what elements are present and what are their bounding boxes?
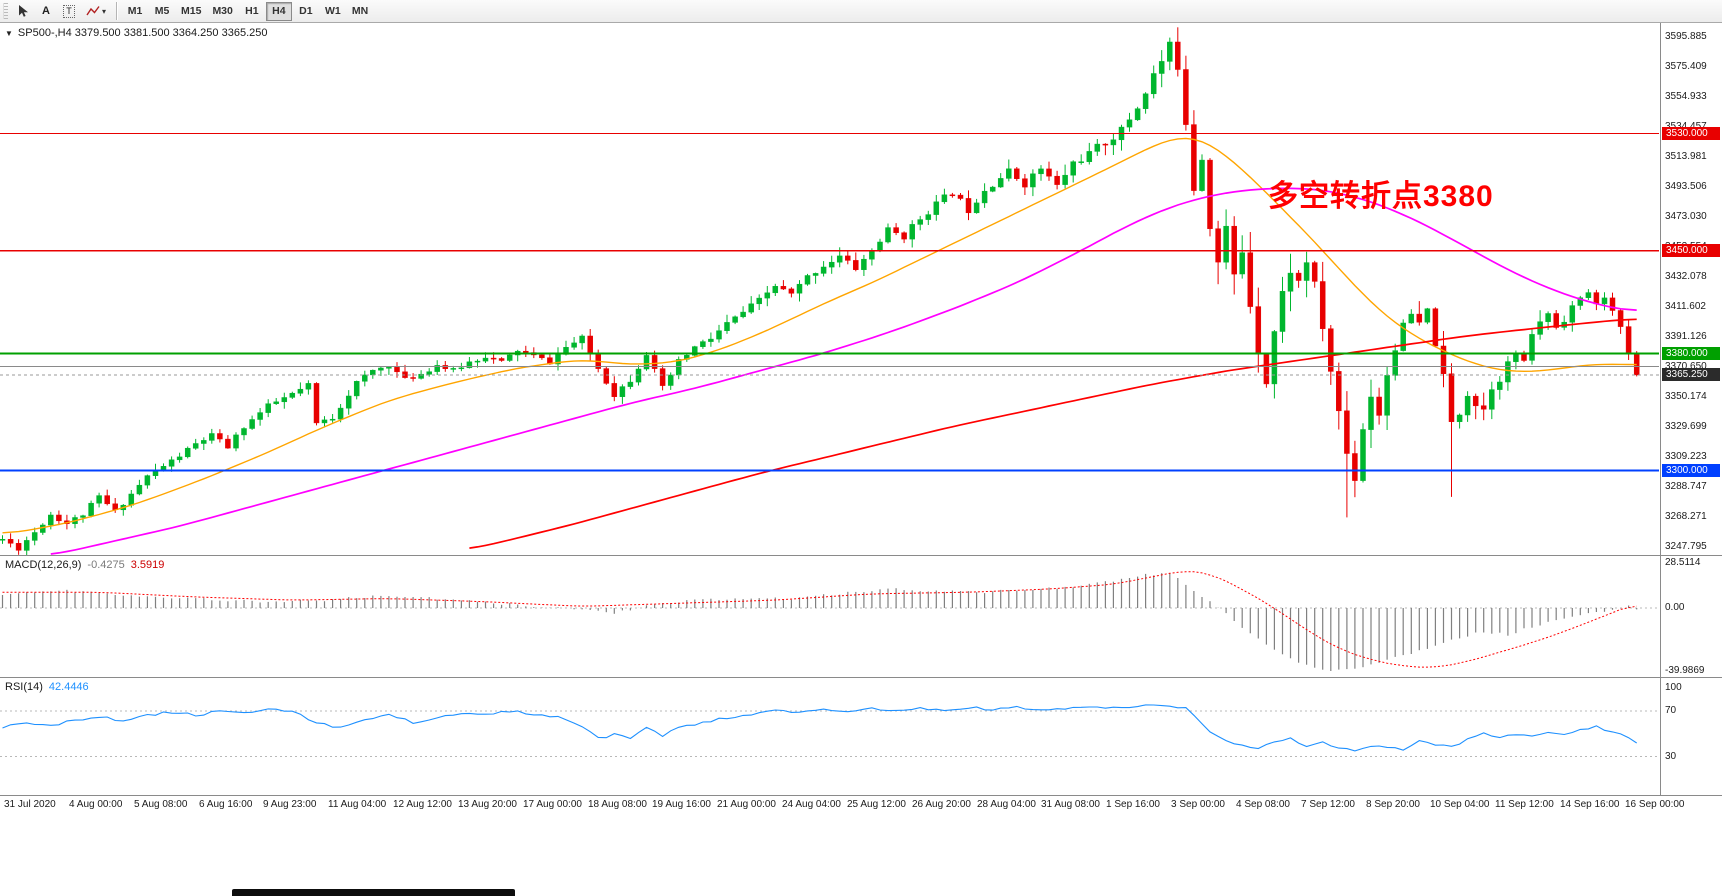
price-axis[interactable]: 3595.8853575.4093554.9333534.4573513.981… [1660,23,1722,555]
timeframe-w1-button[interactable]: W1 [320,2,346,21]
rsi-name: RSI(14) [5,681,43,693]
timeframe-mn-button[interactable]: MN [347,2,373,21]
rsi-plot[interactable] [0,678,1659,795]
text-box-tool-button[interactable]: T [58,1,80,21]
timeframe-m1-button[interactable]: M1 [122,2,148,21]
chart-annotation-text: 多空转折点3380 [1268,180,1494,213]
symbol-dropdown-icon[interactable]: ▼ [5,28,13,38]
main-chart-panel: ▼ SP500-,H4 3379.500 3381.500 3364.250 3… [0,23,1722,555]
macd-axis[interactable]: 28.5114 0.00 -39.9869 [1660,556,1722,677]
macd-panel: MACD(12,26,9) -0.4275 3.5919 28.5114 0.00 -3… [0,555,1722,677]
toolbar-grip[interactable] [3,3,8,19]
timeframe-h4-button[interactable]: H4 [265,1,292,21]
macd-plot[interactable] [0,556,1659,677]
bottom-area [0,815,1722,896]
timeframe-m30-button[interactable]: M30 [207,2,237,21]
rsi-panel: RSI(14) 42.4446 100 70 30 [0,677,1722,795]
rsi-axis[interactable]: 100 70 30 [1660,678,1722,795]
taskbar-fragment [232,889,515,896]
text-label-tool-button[interactable]: A [35,1,57,21]
chevron-down-icon: ▾ [101,6,106,16]
macd-label: MACD(12,26,9) -0.4275 3.5919 [5,559,164,571]
toolbar: A T ▾ M1 M5 M15 M30 H1 H4 D1 W1 MN [0,0,1722,23]
rsi-value: 42.4446 [48,681,89,693]
cursor-tool-button[interactable] [12,1,34,21]
cursor-icon [18,5,28,17]
letter-a-icon: A [42,5,50,17]
rsi-label: RSI(14) 42.4446 [5,681,89,693]
timeframe-m5-button[interactable]: M5 [149,2,175,21]
symbol-ohlc-label: ▼ SP500-,H4 3379.500 3381.500 3364.250 3… [5,27,267,39]
timeframe-m15-button[interactable]: M15 [176,2,206,21]
text-box-icon: T [63,4,75,18]
main-chart-plot[interactable] [0,23,1659,555]
symbol-ohlc-text: SP500-,H4 3379.500 3381.500 3364.250 336… [17,27,268,39]
draw-tools-dropdown-button[interactable]: ▾ [81,1,111,21]
macd-name: MACD(12,26,9) [5,559,82,571]
timeframe-d1-button[interactable]: D1 [293,2,319,21]
macd-signal-value: 3.5919 [130,559,165,571]
macd-main-value: -0.4275 [87,559,125,571]
time-axis[interactable]: 31 Jul 2020 4 Aug 00:00 5 Aug 08:00 6 Aug 1… [0,795,1722,815]
toolbar-separator [116,2,117,20]
timeframe-h1-button[interactable]: H1 [239,2,265,21]
trendline-icon [86,6,100,16]
